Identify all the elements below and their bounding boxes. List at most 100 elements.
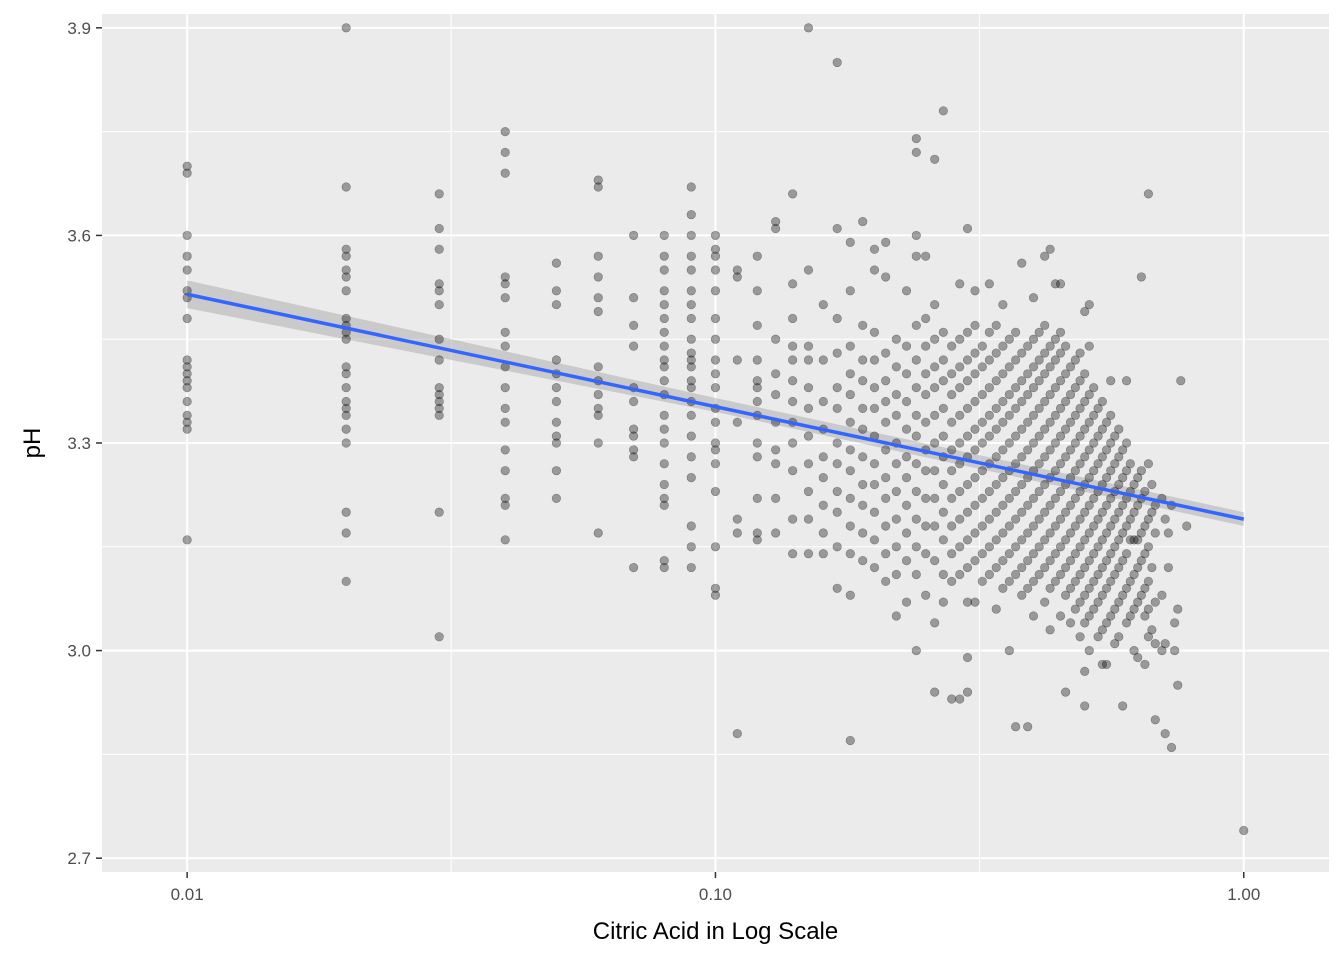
data-point xyxy=(845,369,855,379)
data-point xyxy=(938,597,948,607)
data-point xyxy=(998,369,1008,379)
data-point xyxy=(962,652,973,663)
data-point xyxy=(551,466,562,476)
data-point xyxy=(434,396,444,407)
data-point xyxy=(845,445,855,455)
data-point xyxy=(686,251,696,261)
data-point xyxy=(1110,569,1120,580)
data-point xyxy=(752,383,762,393)
data-point xyxy=(1075,514,1085,524)
data-point xyxy=(962,507,973,517)
data-point xyxy=(1080,562,1090,573)
data-point xyxy=(832,348,842,358)
data-point xyxy=(434,507,444,517)
data-point xyxy=(1023,417,1033,427)
data-point xyxy=(1011,514,1021,524)
y-tick-label: 3.0 xyxy=(67,642,91,661)
data-point xyxy=(500,327,510,337)
data-point xyxy=(1070,521,1080,531)
data-point xyxy=(686,334,696,344)
data-point xyxy=(818,549,828,559)
x-tick-labels: 0.01 0.10 1.00 xyxy=(171,885,1261,904)
data-point xyxy=(788,438,798,448)
data-point xyxy=(1089,410,1099,420)
data-point xyxy=(1080,452,1090,462)
data-point xyxy=(629,396,639,407)
data-point xyxy=(869,507,880,517)
data-point xyxy=(629,293,639,303)
data-point xyxy=(434,383,444,393)
data-point xyxy=(947,694,957,704)
data-point xyxy=(788,376,798,386)
data-point xyxy=(1034,355,1044,365)
data-point xyxy=(1004,389,1014,400)
data-point xyxy=(891,569,901,580)
data-point xyxy=(686,313,696,324)
data-point xyxy=(1133,500,1143,510)
data-point xyxy=(1055,542,1066,552)
data-point xyxy=(921,341,931,351)
data-point xyxy=(182,396,192,407)
data-point xyxy=(977,576,987,586)
data-point xyxy=(1080,396,1090,407)
data-point xyxy=(710,369,721,379)
data-point xyxy=(434,389,444,400)
data-point xyxy=(901,286,912,296)
data-point xyxy=(1075,569,1085,580)
data-point xyxy=(818,500,828,510)
data-point xyxy=(500,341,510,351)
data-point xyxy=(832,486,842,497)
data-point xyxy=(593,528,603,538)
data-point xyxy=(341,424,351,434)
data-points xyxy=(182,23,1249,836)
data-point xyxy=(1106,438,1116,448)
data-point xyxy=(1125,459,1135,469)
data-point xyxy=(1040,452,1050,462)
data-point xyxy=(881,396,891,407)
data-point xyxy=(845,286,855,296)
data-point xyxy=(1023,583,1033,593)
data-point xyxy=(1065,417,1076,427)
data-point xyxy=(911,355,921,365)
data-point xyxy=(1023,722,1033,732)
data-point xyxy=(710,459,721,469)
y-tick-label: 3.6 xyxy=(67,226,91,245)
data-point xyxy=(1093,514,1103,524)
data-point xyxy=(1133,535,1143,545)
data-point xyxy=(803,23,814,33)
data-point xyxy=(1182,521,1192,531)
data-point xyxy=(911,147,921,157)
data-point xyxy=(752,535,762,545)
data-point xyxy=(962,535,973,545)
data-point xyxy=(1173,680,1183,690)
data-point xyxy=(962,431,973,441)
data-point xyxy=(1084,300,1094,310)
data-point xyxy=(1011,327,1021,337)
data-point xyxy=(1118,556,1128,566)
data-point xyxy=(803,355,814,365)
data-point xyxy=(771,493,781,503)
data-point xyxy=(659,313,669,324)
data-point xyxy=(752,355,762,365)
data-point xyxy=(845,521,855,531)
data-point xyxy=(1097,424,1107,434)
data-point xyxy=(1070,493,1080,503)
data-point xyxy=(977,417,987,427)
data-point xyxy=(962,403,973,414)
data-point xyxy=(1028,493,1039,503)
data-point xyxy=(732,729,742,739)
data-point xyxy=(659,362,669,372)
data-point xyxy=(803,514,814,524)
data-point xyxy=(1140,583,1150,593)
data-point xyxy=(1075,431,1085,441)
data-point xyxy=(1017,376,1027,386)
data-point xyxy=(832,438,842,448)
data-point xyxy=(1129,604,1139,614)
data-point xyxy=(1101,417,1112,427)
data-point xyxy=(434,355,444,365)
data-point xyxy=(1004,362,1014,372)
data-point xyxy=(938,403,948,414)
data-point xyxy=(710,486,721,497)
data-point xyxy=(686,348,696,358)
data-point xyxy=(991,320,1001,330)
